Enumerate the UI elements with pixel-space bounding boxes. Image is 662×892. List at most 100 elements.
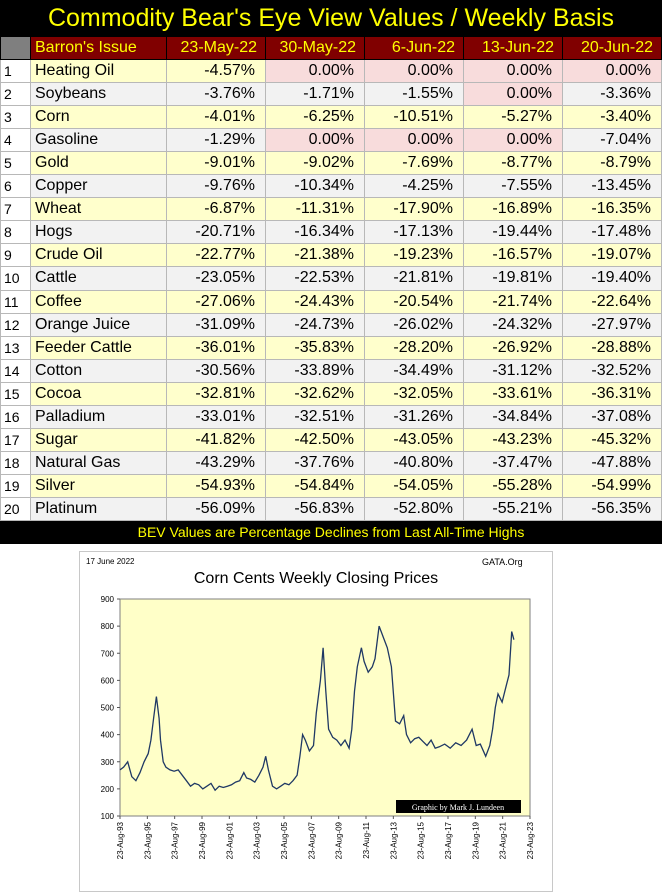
table-header-row: Barron's Issue 23-May-22 30-May-22 6-Jun… (0, 35, 662, 61)
table-row: 16 Palladium -33.01% -32.51% -31.26% -34.84% -… (0, 404, 662, 429)
y-tick-label: 100 (101, 812, 115, 821)
row-number-header (0, 35, 31, 61)
table-row: 17 Sugar -41.82% -42.50% -43.05% -43.23% -45.3… (0, 427, 662, 452)
y-tick-label: 900 (101, 595, 115, 604)
x-tick-label: 23-Aug-23 (526, 821, 535, 859)
bev-value-cell: -42.50% (265, 427, 365, 452)
row-number: 15 (0, 381, 31, 406)
bev-value-cell: -19.40% (562, 266, 662, 291)
bev-value-cell: -8.79% (562, 151, 662, 176)
column-header: 20-Jun-22 (562, 35, 662, 61)
credit-box (396, 800, 521, 813)
bev-value-cell: 0.00% (364, 59, 464, 84)
commodity-name: Platinum (30, 496, 167, 521)
bev-value-cell: -54.99% (562, 473, 662, 498)
bev-value-cell: -4.01% (166, 105, 266, 130)
bev-value-cell: -56.35% (562, 496, 662, 521)
bev-panel: Commodity Bear's Eye View Values / Weekl… (0, 0, 662, 544)
bev-value-cell: -20.71% (166, 220, 266, 245)
bev-value-cell: -28.88% (562, 335, 662, 360)
table-body: 1 Heating Oil -4.57% 0.00% 0.00% 0.00% 0.00% 2 S… (0, 59, 662, 521)
row-number: 1 (0, 59, 31, 84)
x-tick-label: 23-Aug-17 (444, 821, 453, 859)
bev-value-cell: -27.97% (562, 312, 662, 337)
table-row: 15 Cocoa -32.81% -32.62% -32.05% -33.61% -36.3… (0, 381, 662, 406)
y-axis: 100 200 300 400 500 600 700 800 900 (101, 595, 120, 821)
bev-value-cell: -16.89% (463, 197, 563, 222)
bev-value-cell: -1.71% (265, 82, 365, 107)
bev-value-cell: -9.02% (265, 151, 365, 176)
bev-value-cell: -24.43% (265, 289, 365, 314)
bev-value-cell: -22.77% (166, 243, 266, 268)
bev-value-cell: -54.93% (166, 473, 266, 498)
bev-value-cell: -7.04% (562, 128, 662, 153)
corn-price-series-line (119, 625, 515, 792)
bev-value-cell: -13.45% (562, 174, 662, 199)
bev-value-cell: -7.69% (364, 151, 464, 176)
row-number: 14 (0, 358, 31, 383)
row-number: 19 (0, 473, 31, 498)
column-header: 30-May-22 (265, 35, 365, 61)
bev-value-cell: -16.35% (562, 197, 662, 222)
bev-value-cell: -56.83% (265, 496, 365, 521)
chart-source-label: GATA.Org (482, 557, 523, 567)
y-tick-label: 800 (101, 622, 115, 631)
commodity-name: Copper (30, 174, 167, 199)
bev-value-cell: -31.26% (364, 404, 464, 429)
chart-title: Corn Cents Weekly Closing Prices (194, 570, 438, 587)
chart-date-label: 17 June 2022 (86, 557, 135, 566)
bev-value-cell: -23.05% (166, 266, 266, 291)
commodity-name: Gold (30, 151, 167, 176)
bev-value-cell: -30.56% (166, 358, 266, 383)
x-tick-label: 23-Aug-13 (389, 821, 398, 859)
bev-value-cell: -21.38% (265, 243, 365, 268)
bev-value-cell: -22.64% (562, 289, 662, 314)
bev-value-cell: -7.55% (463, 174, 563, 199)
column-header: 13-Jun-22 (463, 35, 563, 61)
bev-value-cell: -17.90% (364, 197, 464, 222)
bev-value-cell: -19.81% (463, 266, 563, 291)
bev-value-cell: -55.21% (463, 496, 563, 521)
commodity-name: Orange Juice (30, 312, 167, 337)
bev-value-cell: -41.82% (166, 427, 266, 452)
commodity-name: Cattle (30, 266, 167, 291)
commodity-name: Feeder Cattle (30, 335, 167, 360)
bev-value-cell: -33.61% (463, 381, 563, 406)
bev-value-cell: -31.12% (463, 358, 563, 383)
x-tick-label: 23-Aug-11 (362, 821, 371, 858)
bev-value-cell: -37.76% (265, 450, 365, 475)
bev-value-cell: -3.40% (562, 105, 662, 130)
bev-value-cell: -21.74% (463, 289, 563, 314)
commodity-name: Soybeans (30, 82, 167, 107)
bev-value-cell: -43.29% (166, 450, 266, 475)
bev-value-cell: -22.53% (265, 266, 365, 291)
bev-value-cell: -54.84% (265, 473, 365, 498)
bev-value-cell: -55.28% (463, 473, 563, 498)
bev-value-cell: -1.55% (364, 82, 464, 107)
bev-value-cell: 0.00% (265, 59, 365, 84)
x-tick-label: 23-Aug-07 (307, 821, 316, 859)
bev-value-cell: -37.47% (463, 450, 563, 475)
commodity-name: Palladium (30, 404, 167, 429)
bev-value-cell: -1.29% (166, 128, 266, 153)
bev-value-cell: -10.51% (364, 105, 464, 130)
bev-value-cell: -35.83% (265, 335, 365, 360)
x-tick-label: 23-Aug-15 (417, 821, 426, 859)
table-row: 11 Coffee -27.06% -24.43% -20.54% -21.74% -22.… (0, 289, 662, 314)
bev-value-cell: -31.09% (166, 312, 266, 337)
bev-value-cell: -32.81% (166, 381, 266, 406)
bev-value-cell: -9.01% (166, 151, 266, 176)
y-tick-label: 700 (101, 649, 115, 658)
bev-value-cell: -56.09% (166, 496, 266, 521)
commodity-name: Silver (30, 473, 167, 498)
bev-value-cell: -43.23% (463, 427, 563, 452)
row-number: 2 (0, 82, 31, 107)
bev-value-cell: -27.06% (166, 289, 266, 314)
row-number: 7 (0, 197, 31, 222)
row-number: 10 (0, 266, 31, 291)
bev-value-cell: -16.57% (463, 243, 563, 268)
bev-value-cell: 0.00% (265, 128, 365, 153)
y-tick-label: 300 (101, 758, 115, 767)
row-number: 12 (0, 312, 31, 337)
table-row: 9 Crude Oil -22.77% -21.38% -19.23% -16.57% -1… (0, 243, 662, 268)
